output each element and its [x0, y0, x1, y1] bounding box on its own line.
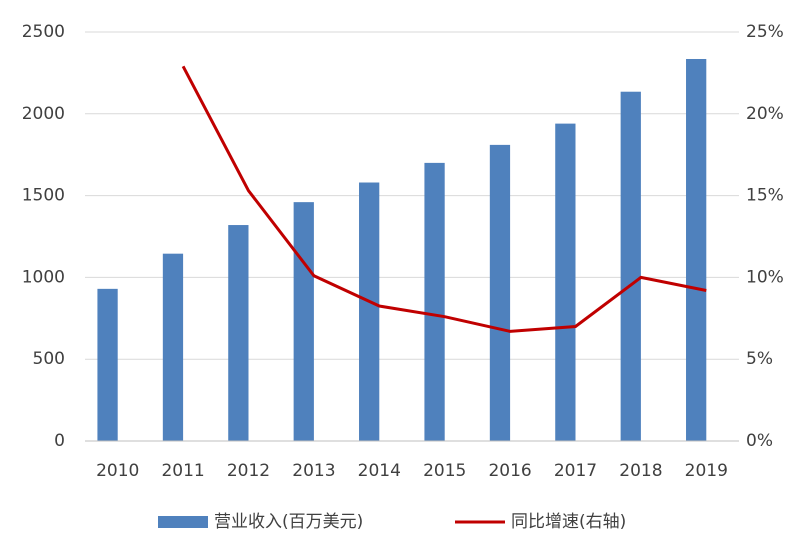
bar	[686, 58, 707, 442]
bar	[359, 182, 380, 441]
y-tick-label: 2000	[22, 104, 65, 124]
bar	[293, 202, 314, 441]
legend-label: 同比增速(右轴)	[511, 512, 626, 532]
x-tick-label: 2019	[685, 461, 728, 481]
x-tick-label: 2018	[619, 461, 662, 481]
bar	[424, 162, 445, 441]
x-tick-label: 2012	[227, 461, 270, 481]
bar	[620, 91, 641, 442]
y-tick-label: 2500	[22, 22, 65, 42]
y2-tick-label: 25%	[746, 22, 784, 42]
legend-swatch	[158, 516, 208, 528]
x-tick-label: 2017	[554, 461, 597, 481]
x-tick-label: 2015	[423, 461, 466, 481]
x-tick-label: 2014	[358, 461, 401, 481]
y2-tick-label: 20%	[746, 104, 784, 124]
line	[181, 65, 707, 333]
y-tick-label: 500	[33, 349, 65, 369]
y2-tick-label: 15%	[746, 186, 784, 206]
bar	[97, 288, 118, 441]
x-tick-label: 2011	[161, 461, 204, 481]
y2-tick-label: 0%	[746, 431, 773, 451]
y2-tick-label: 5%	[746, 349, 773, 369]
y-tick-label: 0	[54, 431, 65, 451]
bar	[489, 144, 511, 441]
y-tick-label: 1500	[22, 186, 65, 206]
x-tick-label: 2013	[292, 461, 335, 481]
x-tick-label: 2010	[96, 461, 139, 481]
x-tick-label: 2016	[488, 461, 531, 481]
legend-label: 营业收入(百万美元)	[214, 512, 363, 532]
y-tick-label: 1000	[22, 267, 65, 287]
y2-tick-label: 10%	[746, 267, 784, 287]
bar	[555, 123, 576, 441]
bar	[162, 253, 184, 441]
bar	[228, 225, 249, 441]
